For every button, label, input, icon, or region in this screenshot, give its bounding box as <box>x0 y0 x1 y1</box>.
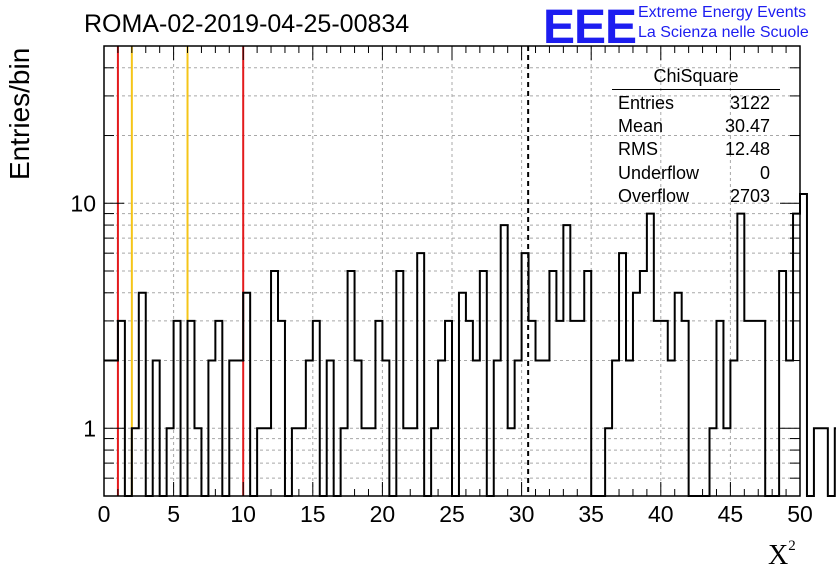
x-tick-label: 40 <box>648 501 674 527</box>
stats-label: Entries <box>618 93 675 113</box>
x-axis-label: X2 <box>768 538 796 572</box>
stats-value: 12.48 <box>724 139 770 160</box>
x-tick-label: 50 <box>787 501 813 527</box>
x-tick-label: 0 <box>98 501 111 527</box>
tick-labels: 0 5 10 15 20 25 30 35 40 45 50 1 10 <box>70 190 812 527</box>
x-axis-label-base: X <box>768 540 789 571</box>
x-tick-label: 10 <box>230 501 256 527</box>
x-tick-label: 25 <box>439 501 465 527</box>
x-axis-label-superscript: 2 <box>788 538 796 554</box>
chart-title: ROMA-02-2019-04-25-00834 <box>84 10 410 38</box>
stats-value: 30.47 <box>724 116 770 137</box>
x-tick-label: 20 <box>370 501 396 527</box>
histogram-step-line <box>104 192 836 497</box>
stats-row: Mean 30.47 <box>612 115 780 138</box>
stats-row: Underflow 0 <box>612 162 780 185</box>
eee-logo: EEE <box>543 1 637 54</box>
y-axis-label: Entries/bin <box>4 47 35 180</box>
stats-box: ChiSquare Entries 3122 Mean 30.47 RMS 12.48… <box>612 66 780 208</box>
stats-label: RMS <box>618 139 658 160</box>
stats-row: Entries 3122 <box>612 92 780 115</box>
x-tick-label: 45 <box>718 501 744 527</box>
x-tick-label: 5 <box>167 501 180 527</box>
logo-subtitle-1: Extreme Energy Events <box>638 4 807 21</box>
y-tick-label: 1 <box>83 415 96 441</box>
stats-value: 0 <box>759 162 770 183</box>
x-tick-label: 30 <box>509 501 535 527</box>
stats-label: Underflow <box>618 162 700 183</box>
axis-ticks <box>103 46 801 496</box>
y-tick-label: 10 <box>70 190 96 216</box>
stats-title: ChiSquare <box>612 66 780 90</box>
stats-row: RMS 12.48 <box>612 138 780 161</box>
stats-label: Overflow <box>618 185 690 206</box>
x-tick-label: 15 <box>300 501 326 527</box>
stats-value: 3122 <box>729 93 770 113</box>
x-tick-label: 35 <box>578 501 604 527</box>
stats-value: 2703 <box>729 185 770 206</box>
stats-row: Overflow 2703 <box>612 185 780 208</box>
logo-subtitle-2: La Scienza nelle Scuole <box>638 24 809 41</box>
stats-label: Mean <box>618 116 664 137</box>
